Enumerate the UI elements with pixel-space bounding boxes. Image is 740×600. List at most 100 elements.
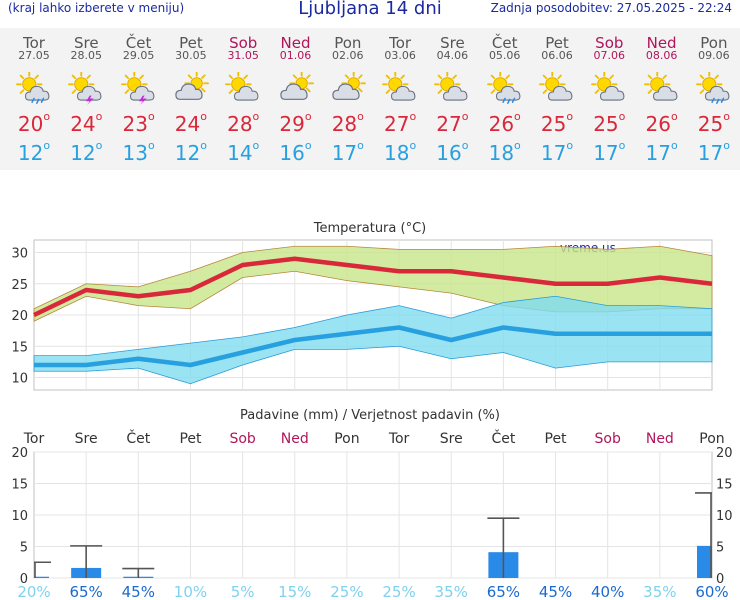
temperature-chart-title: Temperatura (°C) <box>313 221 426 236</box>
forecast-strip: Tor 27.05 20o 12o Sre 28.05 24o 12o Čet 29.05 23o 1… <box>0 28 740 170</box>
sun-cloud-icon <box>434 72 468 101</box>
top-bar: (kraj lahko izberete v meniju) Ljubljana… <box>0 0 740 20</box>
precipitation-probability: 10% <box>174 583 207 600</box>
day-name: Pet <box>545 34 569 52</box>
day-date: 01.06 <box>279 49 312 62</box>
cloud-sun-icon <box>332 72 366 100</box>
y-tick-label-right: 10 <box>716 509 733 524</box>
precipitation-probability: 45% <box>122 583 155 600</box>
y-tick-label-left: 15 <box>11 478 28 493</box>
last-update: Zadnja posodobitev: 27.05.2025 - 22:24 <box>490 1 732 15</box>
day-date: 06.06 <box>541 49 573 62</box>
day-name: Ned <box>646 34 677 52</box>
precipitation-probability: 65% <box>69 583 102 600</box>
precipitation-probability: 20% <box>17 583 50 600</box>
forecast-day: Pon 02.06 28o 17o <box>322 28 374 170</box>
cloud-sun-icon <box>279 72 314 100</box>
day-axis-label: Ned <box>281 431 309 447</box>
day-axis-label: Tor <box>388 431 410 447</box>
min-temp: 17o <box>540 139 574 165</box>
sun-cloud-icon <box>591 72 625 101</box>
y-tick-label-right: 15 <box>716 478 733 493</box>
min-temp: 16o <box>279 139 312 165</box>
forecast-day: Ned 08.06 26o 17o <box>636 28 688 170</box>
day-name: Čet <box>491 34 518 52</box>
day-name: Tor <box>23 34 45 52</box>
sun-cloud-icon <box>643 72 678 101</box>
day-axis-label: Pet <box>545 431 568 447</box>
page-title: Ljubljana 14 dni <box>298 0 442 19</box>
max-temp: 25o <box>540 110 574 136</box>
forecast-day: Čet 05.06 26o 18o <box>479 28 531 170</box>
day-date: 02.06 <box>332 49 364 62</box>
day-date: 05.06 <box>488 49 521 62</box>
forecast-day: Pon 09.06 25o 17o <box>688 28 740 170</box>
day-axis-label: Sob <box>229 431 255 447</box>
day-name: Sob <box>595 34 624 52</box>
sun-cloud-rain-icon <box>695 72 730 104</box>
day-axis-label: Pon <box>699 431 724 447</box>
day-axis-label: Čet <box>126 429 150 447</box>
day-name: Pon <box>334 34 362 52</box>
precipitation-probability: 25% <box>330 583 363 600</box>
y-tick-label: 10 <box>11 372 28 387</box>
min-temp: 18o <box>488 139 521 165</box>
day-date: 29.05 <box>122 49 155 62</box>
forecast-day: Tor 03.06 27o 18o <box>374 28 426 170</box>
y-tick-label: 15 <box>11 340 28 355</box>
min-temp: 16o <box>436 139 469 165</box>
day-axis-label: Čet <box>491 429 515 447</box>
location-menu-note[interactable]: (kraj lahko izberete v meniju) <box>8 1 185 15</box>
min-temp: 13o <box>122 139 155 165</box>
max-temp: 27o <box>384 110 417 136</box>
day-name: Tor <box>389 34 412 52</box>
max-temp: 28o <box>227 110 260 136</box>
day-date: 07.06 <box>593 49 626 62</box>
max-temp: 25o <box>593 110 626 136</box>
y-tick-label: 30 <box>11 247 28 262</box>
day-axis-label: Sob <box>595 431 621 447</box>
min-temp: 17o <box>331 139 364 165</box>
y-tick-label: 20 <box>11 309 28 324</box>
min-temp: 12o <box>174 139 207 165</box>
precipitation-bar <box>697 545 712 578</box>
max-temp: 24o <box>70 110 103 136</box>
precipitation-probability: 35% <box>643 583 676 600</box>
max-temp: 20o <box>17 110 51 136</box>
sun-cloud-thunder-icon <box>120 72 155 106</box>
precipitation-probability: 5% <box>231 583 255 600</box>
sun-cloud-icon <box>382 72 416 101</box>
sun-cloud-rain-icon <box>486 72 521 104</box>
precipitation-probability: 40% <box>591 583 624 600</box>
precipitation-probability: 35% <box>435 583 468 600</box>
cloud-sun-icon <box>175 72 209 100</box>
min-temp: 18o <box>384 139 417 165</box>
day-axis-label: Pet <box>179 431 202 447</box>
precipitation-bar <box>34 576 49 578</box>
forecast-day: Pet 06.06 25o 17o <box>531 28 583 170</box>
max-temp: 28o <box>331 110 364 136</box>
y-tick-label-right: 20 <box>716 446 733 461</box>
max-temp: 29o <box>279 110 312 136</box>
precipitation-probability: 25% <box>382 583 415 600</box>
y-tick-label-right: 0 <box>716 572 724 587</box>
max-temp: 27o <box>436 110 469 136</box>
precipitation-probability: 60% <box>695 583 728 600</box>
max-temp: 24o <box>174 110 207 136</box>
sun-cloud-thunder-icon <box>68 72 102 106</box>
day-axis-label: Sre <box>75 431 98 447</box>
min-temp: 12o <box>17 139 51 165</box>
max-temp: 25o <box>697 110 730 136</box>
min-temp: 12o <box>70 139 103 165</box>
precipitation-chart: Padavine (mm) / Verjetnost padavin (%) To… <box>11 408 733 600</box>
precipitation-probability: 65% <box>487 583 520 600</box>
day-name: Sre <box>440 34 465 52</box>
day-date: 28.05 <box>70 49 103 62</box>
max-temp: 26o <box>488 110 521 136</box>
y-tick-label-right: 5 <box>716 541 724 556</box>
min-temp-line <box>34 325 712 368</box>
day-date: 09.06 <box>698 49 730 62</box>
y-tick-label: 25 <box>11 278 28 293</box>
y-tick-label-left: 20 <box>11 446 28 461</box>
min-temp: 14o <box>227 139 260 165</box>
